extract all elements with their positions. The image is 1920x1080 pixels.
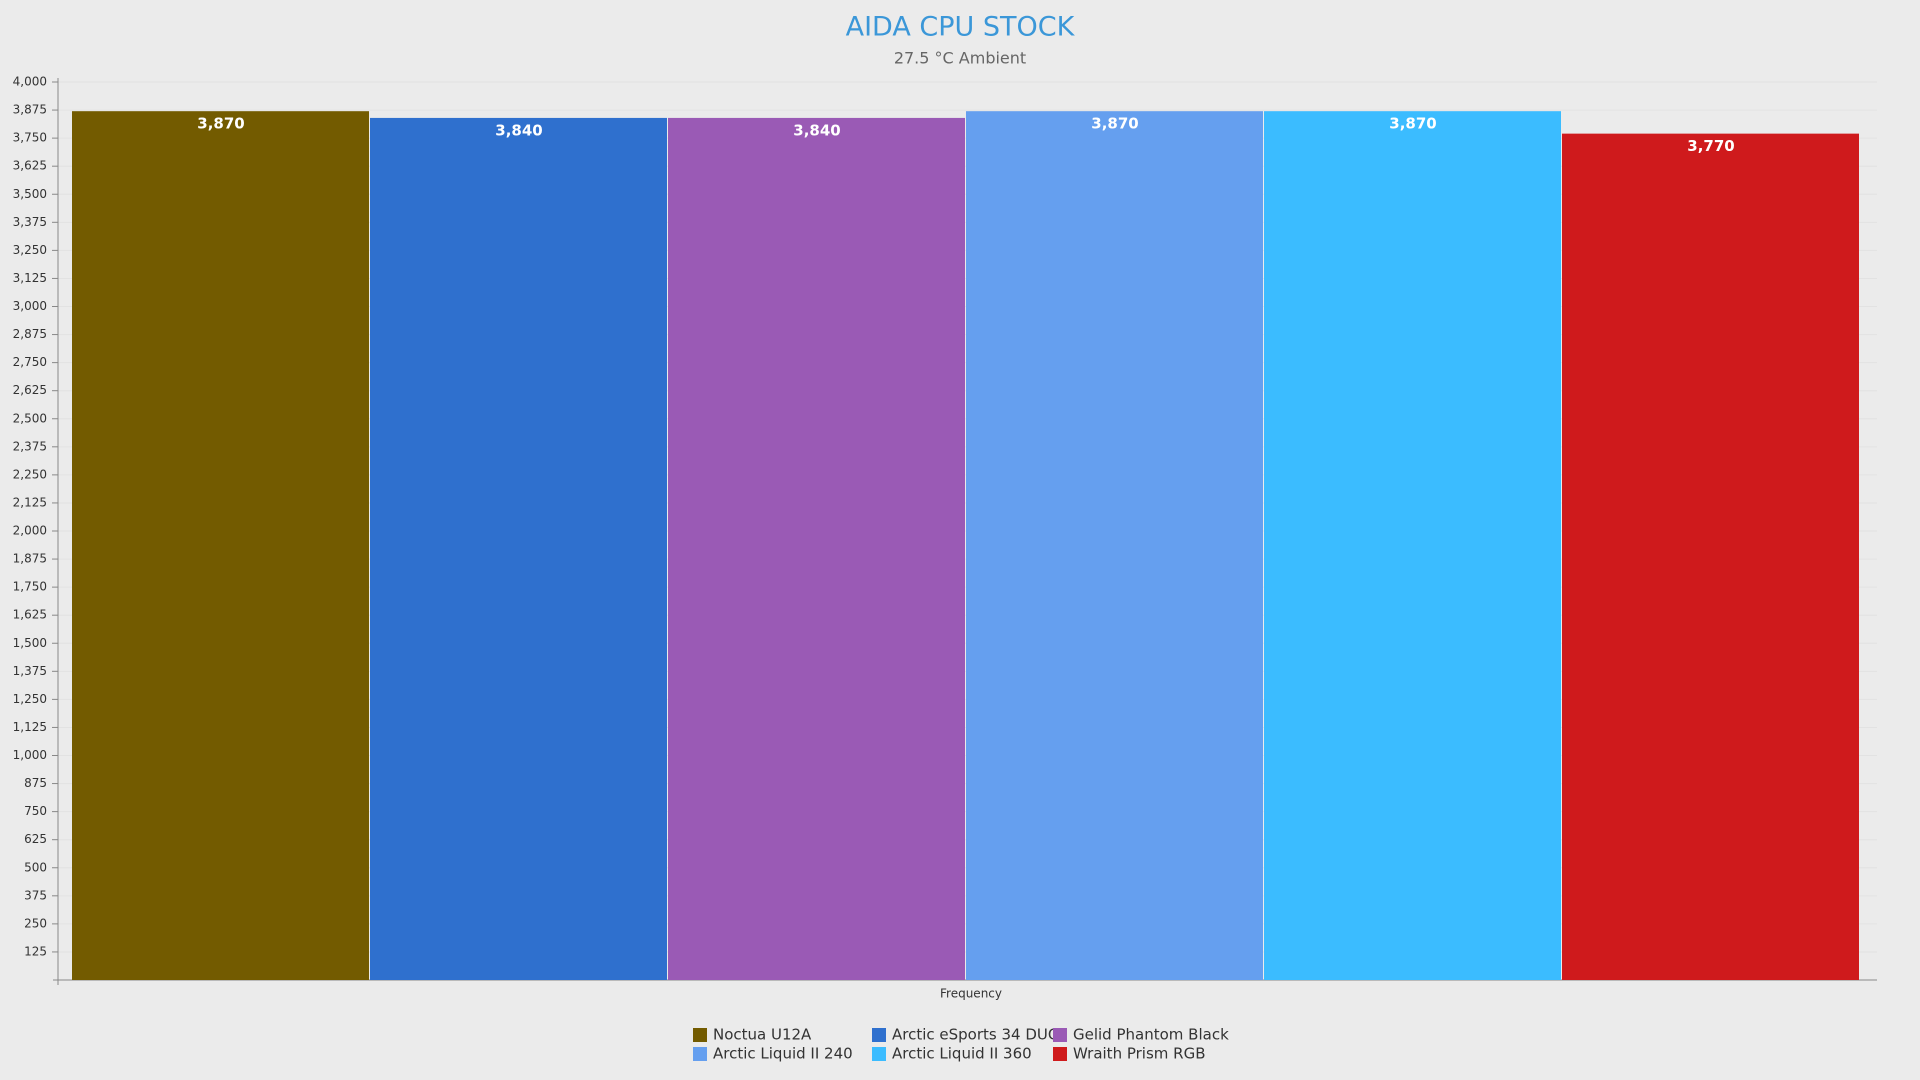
y-tick-label: 1,625 [13, 608, 47, 622]
value-label: 3,770 [1687, 137, 1734, 155]
y-tick-label: 1,750 [13, 580, 47, 594]
y-tick-label: 375 [24, 888, 47, 902]
y-tick-label: 3,500 [13, 187, 47, 201]
y-tick-label: 1,375 [13, 664, 47, 678]
legend-label: Gelid Phantom Black [1073, 1026, 1229, 1044]
y-tick-label: 2,750 [13, 355, 47, 369]
legend-label: Noctua U12A [713, 1026, 812, 1044]
y-tick-label: 2,625 [13, 383, 47, 397]
y-tick-label: 2,250 [13, 467, 47, 481]
y-tick-label: 3,875 [13, 103, 47, 117]
legend-label: Arctic Liquid II 360 [892, 1045, 1032, 1063]
y-tick-label: 1,125 [13, 720, 47, 734]
y-tick-label: 3,250 [13, 243, 47, 257]
y-tick-label: 2,875 [13, 327, 47, 341]
value-label: 3,840 [793, 121, 840, 139]
legend-swatch [1053, 1047, 1067, 1061]
chart-subtitle: 27.5 °C Ambient [894, 49, 1026, 68]
legend-label: Arctic eSports 34 DUO [892, 1026, 1060, 1044]
y-tick-label: 3,750 [13, 131, 47, 145]
y-tick-label: 2,000 [13, 524, 47, 538]
value-label: 3,870 [197, 115, 244, 133]
bar [370, 117, 667, 981]
y-tick-label: 1,000 [13, 748, 47, 762]
bar [668, 117, 965, 981]
legend-label: Wraith Prism RGB [1073, 1045, 1206, 1063]
y-tick-label: 750 [24, 804, 47, 818]
y-tick-label: 4,000 [13, 75, 47, 89]
y-tick-label: 2,125 [13, 495, 47, 509]
y-tick-label: 3,125 [13, 271, 47, 285]
y-tick-label: 1,250 [13, 692, 47, 706]
legend-swatch [1053, 1028, 1067, 1042]
y-tick-label: 3,625 [13, 159, 47, 173]
bar [1562, 133, 1859, 980]
value-label: 3,870 [1091, 115, 1138, 133]
bar [72, 111, 369, 980]
chart-title: AIDA CPU STOCK [846, 12, 1076, 43]
bar [966, 111, 1263, 980]
value-label: 3,840 [495, 121, 542, 139]
legend-swatch [872, 1028, 886, 1042]
legend-swatch [693, 1047, 707, 1061]
value-label: 3,870 [1389, 115, 1436, 133]
y-tick-label: 1,500 [13, 636, 47, 650]
x-tick-label: Frequency [940, 987, 1002, 1001]
bar [1264, 111, 1561, 980]
legend-swatch [872, 1047, 886, 1061]
y-tick-label: 125 [24, 944, 47, 958]
y-tick-label: 3,375 [13, 215, 47, 229]
y-tick-label: 3,000 [13, 299, 47, 313]
y-tick-label: 625 [24, 832, 47, 846]
y-tick-label: 2,375 [13, 439, 47, 453]
y-tick-label: 2,500 [13, 411, 47, 425]
legend-swatch [693, 1028, 707, 1042]
y-tick-label: 1,875 [13, 552, 47, 566]
legend-label: Arctic Liquid II 240 [713, 1045, 853, 1063]
y-tick-label: 875 [24, 776, 47, 790]
y-tick-label: 500 [24, 860, 47, 874]
y-tick-label: 250 [24, 916, 47, 930]
